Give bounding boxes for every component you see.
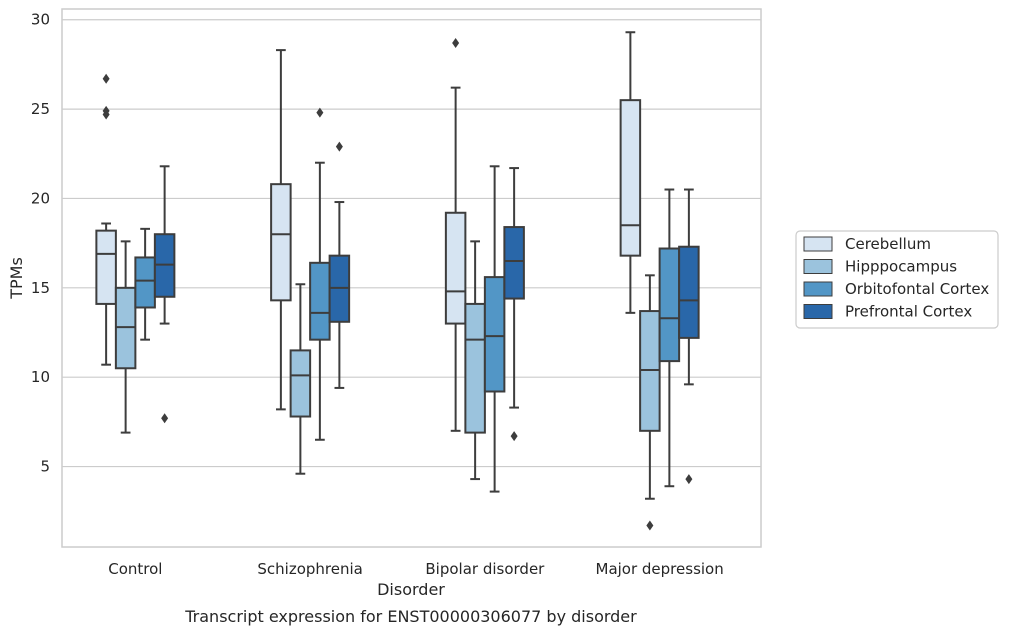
x-tick-labels: Control Schizophrenia Bipolar disorder Majo… — [108, 560, 723, 578]
iqr-box — [619, 99, 642, 257]
iqr-box — [444, 211, 467, 325]
box-groups — [95, 31, 700, 531]
outlier-point — [335, 141, 343, 152]
box-cerebellum — [619, 31, 642, 314]
y-tick-label: 10 — [31, 368, 50, 386]
y-tick-label: 20 — [31, 189, 50, 207]
box-prefrontal-cortex — [328, 141, 351, 389]
outlier-point — [102, 105, 110, 116]
y-gridlines — [62, 19, 761, 468]
y-tick-labels: 5 10 15 20 25 30 — [31, 11, 50, 476]
box-hipppocampus — [639, 274, 661, 531]
box-hipppocampus — [114, 240, 137, 434]
iqr-box — [289, 349, 312, 418]
iqr-box — [678, 245, 700, 339]
legend-label: Orbitofontal Cortex — [845, 280, 989, 298]
y-axis-label: TPMs — [7, 257, 26, 300]
box-orbitofontal-cortex — [658, 188, 681, 488]
iqr-box — [95, 229, 117, 305]
plot-frame — [61, 8, 762, 548]
box-cerebellum — [444, 37, 467, 432]
box-orbitofontal-cortex — [483, 165, 506, 493]
legend-frame — [795, 230, 999, 329]
legend-label: Hipppocampus — [845, 258, 957, 276]
iqr-box — [483, 276, 506, 393]
box-cerebellum — [270, 49, 292, 411]
legend-swatch — [803, 236, 833, 252]
outlier-point — [685, 474, 693, 485]
legend-swatch — [803, 259, 833, 274]
box-hipppocampus — [289, 283, 312, 475]
legend-swatch — [803, 281, 833, 297]
legend-swatch — [803, 304, 833, 319]
box-cerebellum — [95, 73, 117, 366]
legend-label: Prefrontal Cortex — [845, 303, 972, 321]
legend-label: Cerebellum — [845, 235, 931, 253]
x-tick-label: Control — [108, 560, 162, 578]
box-prefrontal-cortex — [678, 188, 700, 485]
outlier-point — [452, 37, 460, 48]
outlier-point — [646, 520, 654, 531]
iqr-box — [309, 261, 331, 341]
y-tick-label: 25 — [31, 100, 50, 118]
box-orbitofontal-cortex — [309, 107, 331, 441]
box-orbitofontal-cortex — [134, 227, 156, 341]
x-tick-label: Bipolar disorder — [425, 560, 545, 578]
x-axis-label: Disorder — [377, 580, 445, 599]
outlier-point — [161, 413, 169, 424]
y-tick-label: 30 — [31, 11, 50, 29]
y-tick-label: 15 — [31, 279, 50, 297]
y-tick-label: 5 — [40, 458, 50, 476]
iqr-box — [658, 247, 681, 363]
box-prefrontal-cortex — [503, 167, 525, 442]
box-hipppocampus — [464, 240, 486, 481]
iqr-box — [134, 256, 156, 309]
box-prefrontal-cortex — [153, 165, 176, 424]
iqr-box — [464, 302, 486, 434]
iqr-box — [503, 226, 525, 300]
outlier-point — [316, 107, 324, 118]
outlier-point — [510, 431, 518, 442]
x-tick-label: Major depression — [596, 560, 724, 578]
outlier-point — [102, 73, 110, 84]
x-tick-label: Schizophrenia — [257, 560, 362, 578]
iqr-box — [270, 183, 292, 302]
chart-caption: Transcript expression for ENST0000030607… — [184, 607, 637, 626]
legend: Cerebellum Hipppocampus Orbitofontal Corte… — [795, 230, 999, 329]
